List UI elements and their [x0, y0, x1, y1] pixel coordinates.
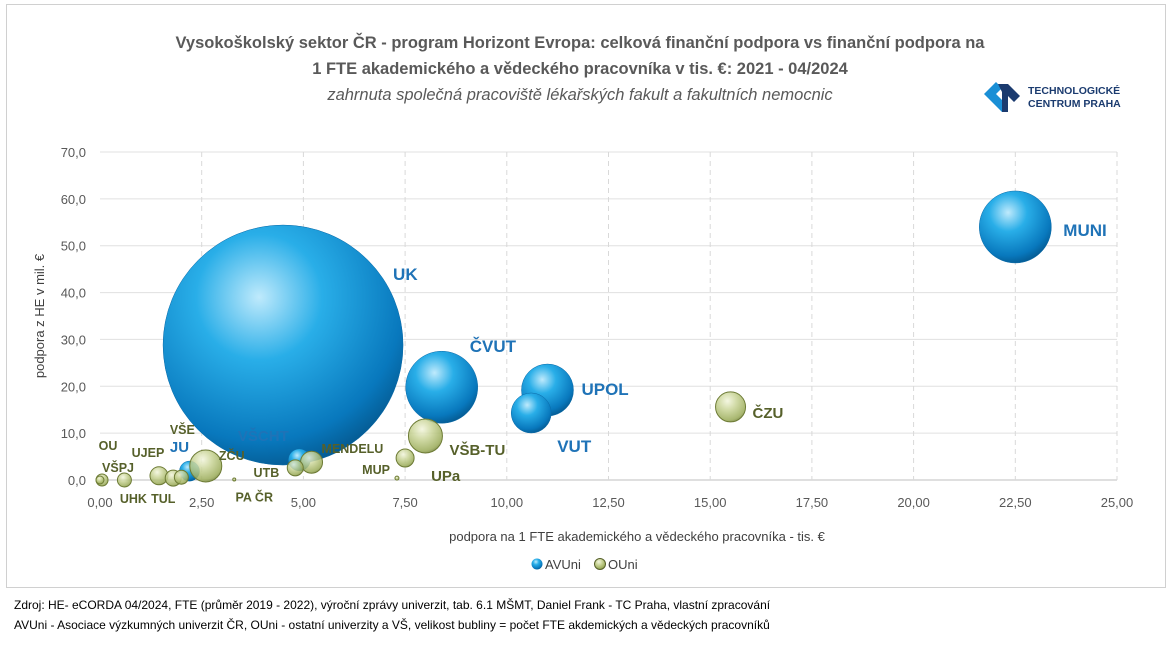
chart-title-line2: 1 FTE akademického a vědeckého pracovník… — [312, 60, 848, 78]
bubble-label-upol: UPOL — [581, 380, 628, 399]
bubble-ouni--zu — [715, 391, 747, 423]
y-tick-label: 40,0 — [61, 286, 86, 301]
bubble-avuni-muni — [979, 190, 1052, 264]
bubble-label--vut: ČVUT — [470, 337, 517, 356]
bubble-label-utb: UTB — [254, 466, 280, 480]
y-tick-label: 70,0 — [61, 145, 86, 160]
bubble-label-vut: VUT — [557, 437, 592, 456]
x-tick-label: 15,00 — [694, 495, 727, 510]
y-tick-label: 20,0 — [61, 379, 86, 394]
x-tick-label: 0,00 — [87, 495, 112, 510]
y-tick-label: 30,0 — [61, 332, 86, 347]
bubble-ouni-upa — [395, 448, 415, 468]
legend: AVUni OUni — [531, 557, 638, 572]
x-tick-label: 12,50 — [592, 495, 625, 510]
chart-title-line1: Vysokoškolský sektor ČR - program Horizo… — [175, 34, 985, 52]
bubble-label-ujep: UJEP — [132, 446, 165, 460]
bubble-label-z-u: ZČU — [219, 448, 245, 463]
legend-marker-avuni — [531, 558, 543, 570]
bubble-ouni-mendelu — [300, 450, 324, 474]
bubble-label-muni: MUNI — [1063, 221, 1106, 240]
x-tick-label: 10,00 — [491, 495, 524, 510]
bubble-label-ou: OU — [99, 439, 118, 453]
logo-text-line1: TECHNOLOGICKÉ — [1028, 85, 1121, 97]
bubble-label-mup: MUP — [362, 463, 390, 477]
bubble-label-upa: UPa — [431, 468, 461, 485]
bubble-ouni-uhk — [116, 472, 132, 488]
legend-label-avuni: AVUni — [545, 557, 581, 572]
bubble-label--zu: ČZU — [753, 404, 784, 422]
bubble-label-mendelu: MENDELU — [322, 442, 384, 456]
x-tick-label: 17,50 — [796, 495, 829, 510]
tc-praha-logo: TECHNOLOGICKÉ CENTRUM PRAHA — [982, 78, 1121, 118]
bubble-ouni-v-pj — [95, 475, 105, 485]
legend-marker-ouni — [594, 558, 606, 570]
bubble-label-uhk: UHK — [120, 492, 147, 506]
x-tick-label: 20,00 — [897, 495, 930, 510]
bubble-chart: 0,0 10,0 20,0 30,0 40,0 50,0 60,0 70,0 0,00 2,50 5… — [32, 145, 1134, 572]
y-tick-label: 60,0 — [61, 192, 86, 207]
chart-subtitle: zahrnuta společná pracoviště lékařských … — [327, 86, 833, 104]
x-tick-label: 22,50 — [999, 495, 1032, 510]
bubble-label-v-cht: VŠCHT — [238, 427, 289, 445]
y-tick-label: 10,0 — [61, 426, 86, 441]
footer-source: Zdroj: HE- eCORDA 04/2024, FTE (průměr 2… — [14, 598, 771, 612]
x-tick-label: 25,00 — [1101, 495, 1134, 510]
bubble-avuni-uk — [162, 224, 404, 466]
chart-frame — [6, 4, 1166, 588]
bubble-ouni-v-e — [173, 469, 189, 485]
bubble-ouni-pa-r — [232, 477, 237, 482]
y-axis-label: podpora z HE v mil. € — [32, 253, 47, 378]
bubble-ouni-utb — [286, 459, 304, 477]
bubble-label-v-b-tu: VŠB-TU — [449, 441, 505, 459]
bubble-avuni-vut — [510, 392, 552, 434]
bubble-label-v-pj: VŠPJ — [102, 460, 134, 475]
footer-note: AVUni - Asociace výzkumných univerzit ČR… — [14, 618, 770, 632]
bubble-ouni-v-b-tu — [407, 418, 443, 454]
y-tick-label: 0,0 — [68, 473, 86, 488]
bubble-label-ju: JU — [170, 439, 189, 456]
logo-icon — [984, 82, 1020, 112]
bubble-label-v-e: VŠE — [170, 422, 195, 437]
x-tick-label: 2,50 — [189, 495, 214, 510]
bubble-label-tul: TUL — [151, 492, 176, 506]
bubble-label-uk: UK — [393, 265, 418, 284]
logo-text-line2: CENTRUM PRAHA — [1028, 98, 1121, 110]
bubble-label-pa-r: PA ČR — [235, 490, 273, 505]
x-axis-label: podpora na 1 FTE akademického a vědeckéh… — [449, 529, 826, 544]
x-tick-label: 7,50 — [392, 495, 417, 510]
x-tick-label: 5,00 — [291, 495, 316, 510]
y-tick-label: 50,0 — [61, 239, 86, 254]
legend-label-ouni: OUni — [608, 557, 638, 572]
bubble-ouni-mup — [394, 475, 400, 481]
bubble-ouni-z-u — [189, 449, 223, 483]
bubble-avuni--vut — [405, 350, 478, 424]
